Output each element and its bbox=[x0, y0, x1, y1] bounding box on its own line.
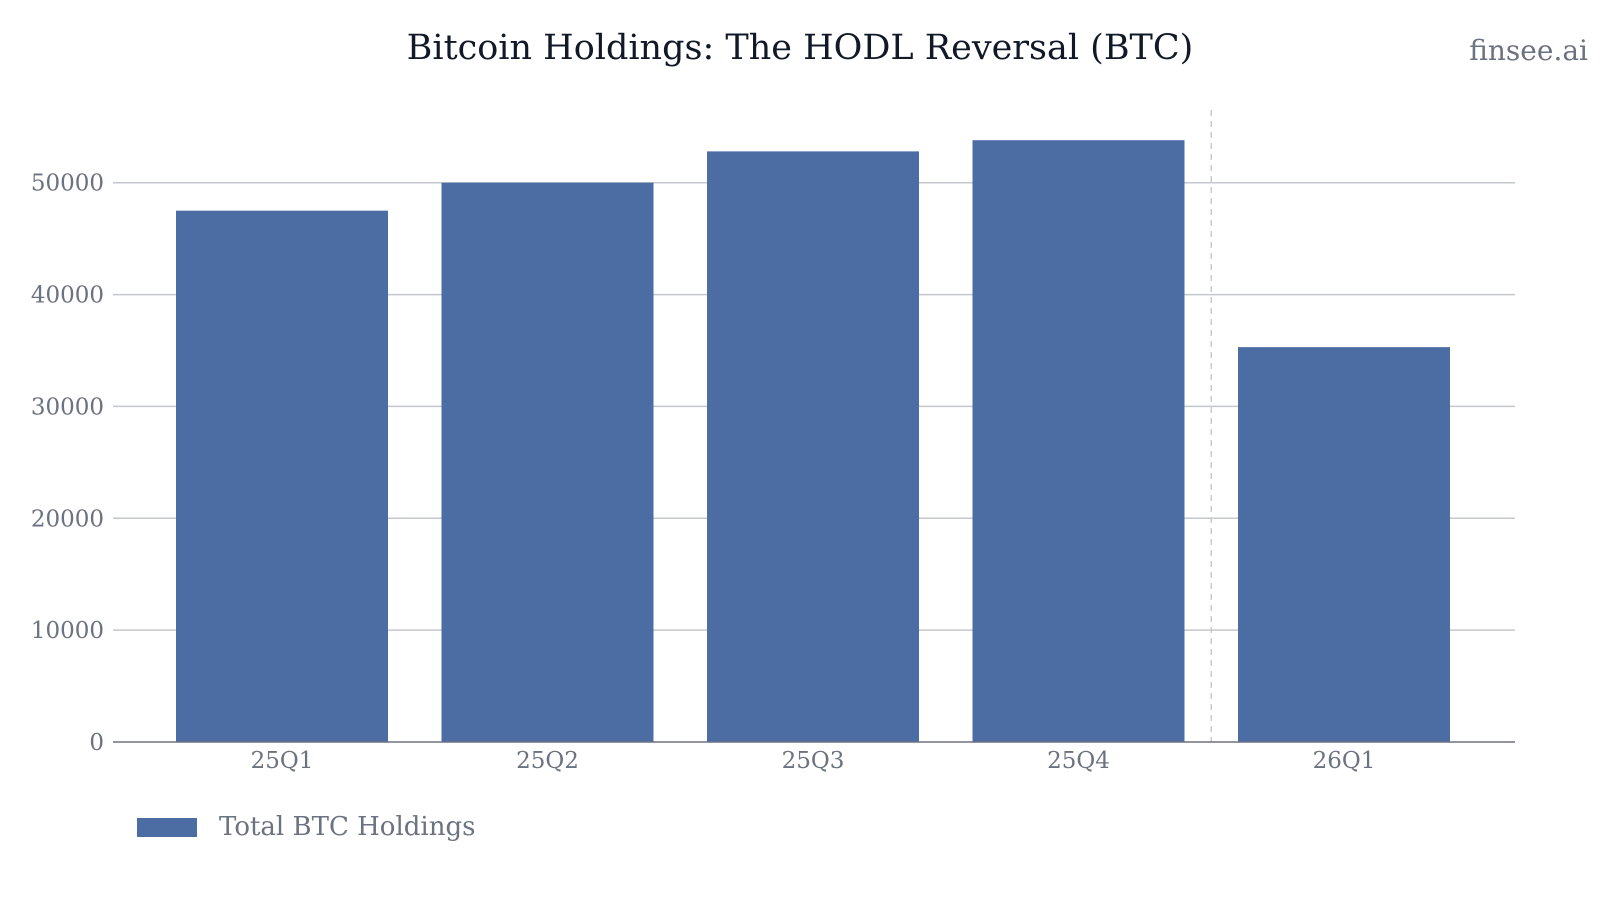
y-tick-label: 50000 bbox=[31, 171, 104, 197]
bar bbox=[707, 151, 919, 743]
legend-label: Total BTC Holdings bbox=[219, 812, 476, 842]
y-tick-label: 30000 bbox=[31, 394, 104, 420]
legend-swatch bbox=[137, 817, 197, 837]
bar bbox=[441, 182, 654, 743]
legend: Total BTC Holdings bbox=[137, 812, 475, 842]
y-tick-label: 10000 bbox=[31, 618, 104, 644]
watermark: finsee.ai bbox=[1469, 34, 1588, 67]
bar bbox=[176, 210, 388, 743]
x-tick-label: 25Q2 bbox=[516, 748, 579, 774]
bar bbox=[1238, 347, 1450, 742]
bar bbox=[972, 140, 1185, 742]
y-tick-label: 0 bbox=[89, 730, 104, 756]
y-tick-label: 40000 bbox=[31, 283, 104, 309]
x-tick-label: 25Q3 bbox=[782, 748, 845, 774]
chart-title: Bitcoin Holdings: The HODL Reversal (BTC… bbox=[406, 28, 1194, 68]
y-tick-label: 20000 bbox=[31, 506, 104, 532]
x-tick-label: 25Q1 bbox=[251, 748, 314, 774]
x-tick-label: 26Q1 bbox=[1313, 748, 1376, 774]
x-tick-label: 25Q4 bbox=[1047, 748, 1110, 774]
